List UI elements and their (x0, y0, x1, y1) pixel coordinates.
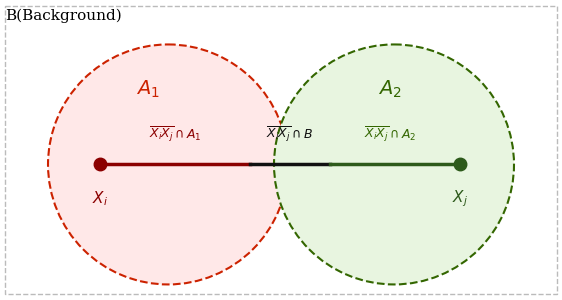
Ellipse shape (48, 44, 288, 284)
Text: $X_j$: $X_j$ (452, 189, 468, 209)
Ellipse shape (274, 44, 514, 284)
Text: $A_1$: $A_1$ (136, 78, 160, 100)
Text: $\overline{X_iX_j}\cap B$: $\overline{X_iX_j}\cap B$ (266, 125, 314, 144)
Text: $\overline{X_iX_j}\cap A_2$: $\overline{X_iX_j}\cap A_2$ (364, 125, 416, 144)
Text: B(Background): B(Background) (6, 9, 123, 23)
Text: $A_2$: $A_2$ (378, 78, 402, 100)
Text: $X_i$: $X_i$ (92, 189, 108, 208)
Text: $\overline{X_iX_j}\cap A_1$: $\overline{X_iX_j}\cap A_1$ (149, 125, 201, 144)
